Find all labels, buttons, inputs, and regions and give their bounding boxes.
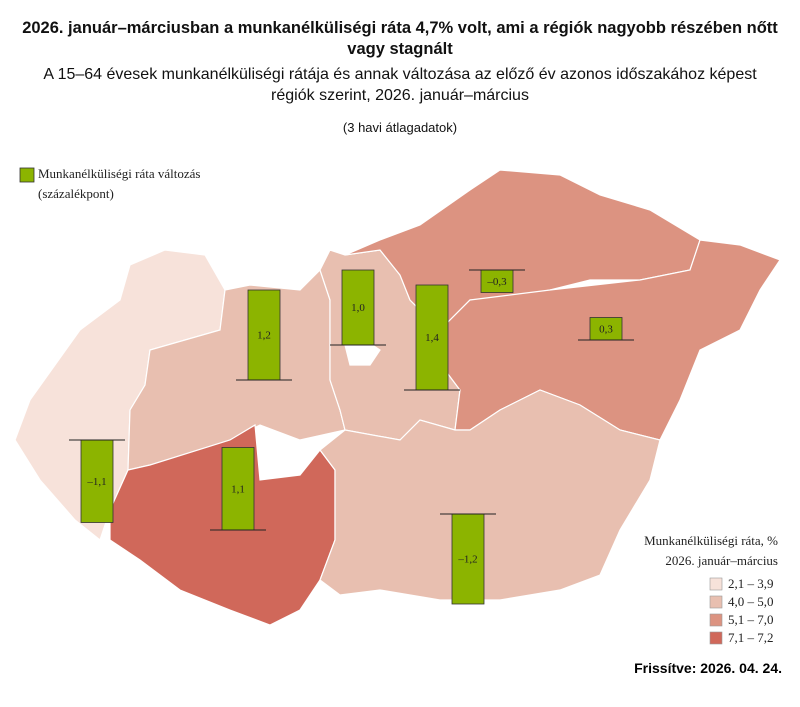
- bar: [247, 289, 281, 381]
- subtitle: A 15–64 évesek munkanélküliségi rátája é…: [43, 66, 757, 104]
- bar-label: 1,2: [257, 330, 271, 342]
- bar: [80, 439, 114, 523]
- bar-label: –0,3: [486, 276, 507, 288]
- bar-label: 1,1: [231, 483, 245, 495]
- bar-label: –1,1: [86, 476, 106, 488]
- bar-label: 1,0: [351, 302, 365, 314]
- legend-label: 2,1 – 3,9: [728, 576, 774, 591]
- legend-label: 4,0 – 5,0: [728, 594, 774, 609]
- legend-swatch: [709, 577, 723, 591]
- legend-subtitle: 2026. január–március: [665, 553, 778, 568]
- bar-label: 1,4: [425, 332, 439, 344]
- bar-legend-label: Munkanélküliségi ráta változás (százalék…: [38, 166, 201, 201]
- bar-legend: Munkanélküliségi ráta változás (százalék…: [38, 166, 201, 201]
- legend-swatch: [709, 613, 723, 627]
- legend-label: 5,1 – 7,0: [728, 612, 774, 627]
- title: 2026. január–márciusban a munkanélkülisé…: [22, 19, 778, 58]
- bar-legend-swatch: [19, 167, 35, 183]
- region: [319, 389, 661, 601]
- legend: 2,1 – 3,9 4,0 – 5,0 5,1 – 7,0 7,1 – 7,2: [709, 576, 774, 645]
- legend-title: Munkanélküliségi ráta, %: [644, 533, 778, 548]
- footer: Frissítve: 2026. 04. 24.: [634, 660, 782, 676]
- note: (3 havi átlagadatok): [342, 120, 458, 135]
- legend-swatch: [709, 595, 723, 609]
- legend-swatch: [709, 631, 723, 645]
- legend-label: 7,1 – 7,2: [728, 630, 774, 645]
- bars: 1,2 1,0 1,4 –0,3 0,3 –1,1 1,1 –1,2: [69, 269, 634, 605]
- bar-label: –1,2: [457, 554, 477, 566]
- bar-label: 0,3: [599, 323, 613, 335]
